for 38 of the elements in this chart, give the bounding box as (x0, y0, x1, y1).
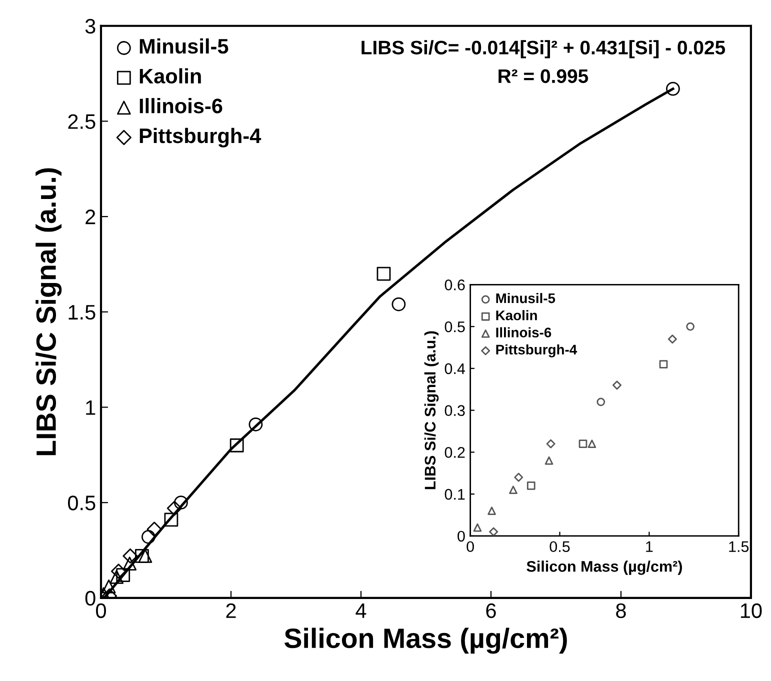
legend-label: Minusil-5 (496, 292, 556, 304)
y-tick-label: 0.3 (444, 405, 465, 416)
x-tick-label: 1.5 (729, 541, 749, 552)
y-tick-label: 0 (85, 590, 96, 606)
x-tick-label: 2 (226, 603, 236, 618)
y-tick-label: 1 (86, 400, 96, 415)
annotation: LIBS Si/C= -0.014[Si]² + 0.431[Si] - 0.025 (362, 40, 726, 58)
y-axis-title: LIBS Si/C Signal (a.u.) (424, 331, 439, 490)
x-tick-label: 0 (466, 541, 474, 552)
x-tick-label: 0 (96, 603, 106, 618)
x-tick-label: 6 (486, 603, 496, 618)
y-tick-label: 0.1 (444, 488, 465, 500)
legend-label: Minusil-5 (140, 38, 228, 54)
y-tick-label: 0 (458, 530, 465, 542)
legend-label: Kaolin (140, 68, 201, 84)
legend-label: Illinois-6 (140, 98, 222, 114)
x-tick-label: 10 (740, 603, 762, 618)
x-axis-title: Silicon Mass (µg/cm²) (526, 560, 682, 575)
y-tick-label: 0.4 (444, 363, 466, 374)
y-axis-title: LIBS Si/C Signal (a.u.) (36, 168, 62, 456)
y-tick-label: 0.5 (68, 496, 96, 510)
x-axis-title: Silicon Mass (µg/cm²) (284, 628, 567, 654)
legend-label: Pittsburgh-4 (496, 344, 578, 358)
y-tick-label: 1.5 (68, 305, 96, 320)
y-tick-label: 3 (85, 18, 96, 34)
legend-label: Pittsburgh-4 (140, 128, 262, 148)
annotation: R² = 0.995 (498, 69, 588, 84)
legend-label: Illinois-6 (496, 327, 552, 338)
x-tick-label: 8 (616, 603, 626, 618)
y-tick-label: 0.6 (444, 280, 465, 290)
x-tick-label: 4 (356, 604, 366, 618)
y-tick-label: 0.5 (444, 321, 465, 332)
x-tick-label: 0.5 (550, 541, 570, 552)
y-tick-label: 2.5 (68, 114, 96, 129)
y-tick-label: 0.2 (444, 447, 465, 458)
legend-label: Kaolin (496, 310, 537, 320)
y-tick-label: 2 (86, 210, 96, 224)
x-tick-label: 1 (646, 541, 653, 552)
